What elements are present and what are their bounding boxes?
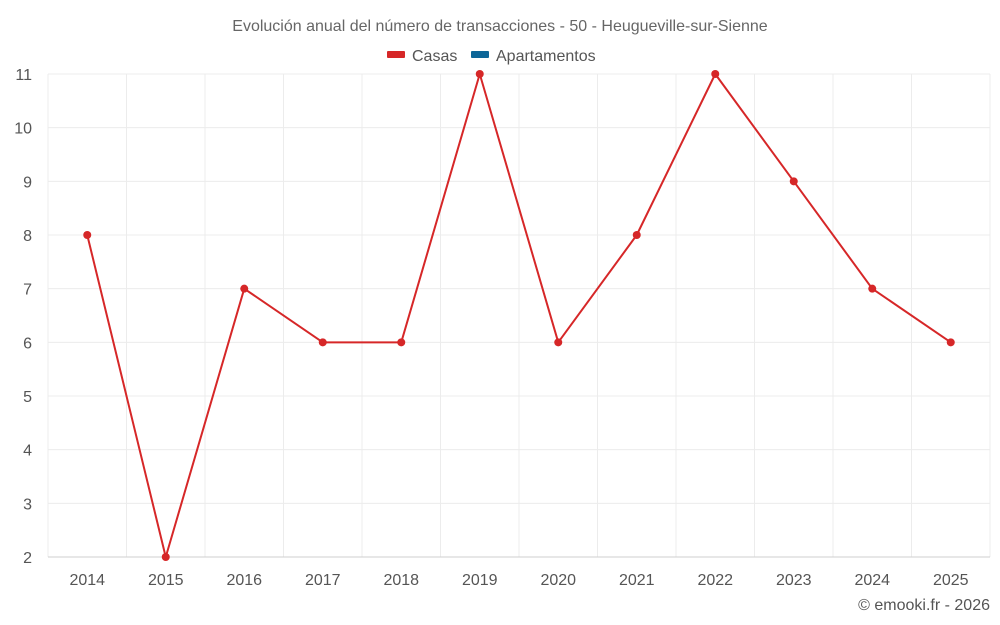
x-tick-label: 2023 [776, 572, 812, 589]
legend: Casas Apartamentos [387, 48, 596, 65]
y-tick-label: 7 [23, 282, 32, 299]
chart-title: Evolución anual del número de transaccio… [232, 18, 768, 35]
data-point-casas-2015[interactable] [161, 553, 170, 561]
data-point-casas-2024[interactable] [868, 284, 877, 293]
y-tick-label: 3 [23, 496, 32, 513]
x-tick-label: 2015 [148, 572, 184, 589]
x-tick-label: 2017 [305, 572, 341, 589]
data-point-casas-2020[interactable] [554, 338, 563, 347]
legend-swatch-casas [387, 51, 405, 58]
data-point-casas-2021[interactable] [632, 231, 641, 239]
y-tick-label: 4 [23, 443, 32, 460]
grid [47, 73, 991, 558]
data-point-casas-2019[interactable] [475, 70, 484, 78]
data-point-casas-2018[interactable] [397, 338, 406, 347]
y-tick-label: 6 [23, 335, 32, 352]
x-tick-label: 2025 [933, 572, 969, 589]
x-tick-label: 2016 [226, 572, 262, 589]
x-tick-label: 2020 [540, 572, 576, 589]
data-point-casas-2023[interactable] [789, 177, 798, 186]
y-tick-label: 11 [15, 67, 32, 84]
data-point-casas-2017[interactable] [318, 338, 327, 347]
y-tick-label: 2 [23, 550, 32, 567]
x-tick-label: 2019 [462, 572, 498, 589]
data-point-casas-2016[interactable] [240, 284, 249, 293]
x-tick-label: 2024 [854, 572, 890, 589]
legend-item-apartamentos[interactable]: Apartamentos [471, 48, 596, 65]
series-line-casas [86, 73, 952, 558]
x-tick-label: 2018 [383, 572, 419, 589]
x-tick-label: 2022 [697, 572, 733, 589]
x-axis-ticks: 2014 2015 2016 2017 2018 2019 2020 2021 2022 2023… [69, 572, 968, 589]
legend-swatch-apartamentos [471, 51, 489, 58]
data-point-casas-2014[interactable] [83, 231, 92, 239]
y-axis-ticks: 2 3 4 5 6 7 8 9 10 11 [14, 67, 32, 567]
data-point-casas-2025[interactable] [946, 338, 955, 347]
x-tick-label: 2021 [619, 572, 655, 589]
credit-text: © emooki.fr - 2026 [858, 597, 990, 614]
legend-item-casas[interactable]: Casas [387, 48, 457, 65]
series-layer [83, 70, 955, 561]
data-point-casas-2022[interactable] [711, 70, 720, 78]
x-tick-label: 2014 [69, 572, 105, 589]
y-tick-label: 10 [14, 121, 32, 138]
y-tick-label: 8 [23, 228, 32, 245]
y-tick-label: 5 [23, 389, 32, 406]
legend-label-apartamentos: Apartamentos [496, 48, 596, 65]
y-tick-label: 9 [23, 174, 32, 191]
legend-label-casas: Casas [412, 48, 457, 65]
